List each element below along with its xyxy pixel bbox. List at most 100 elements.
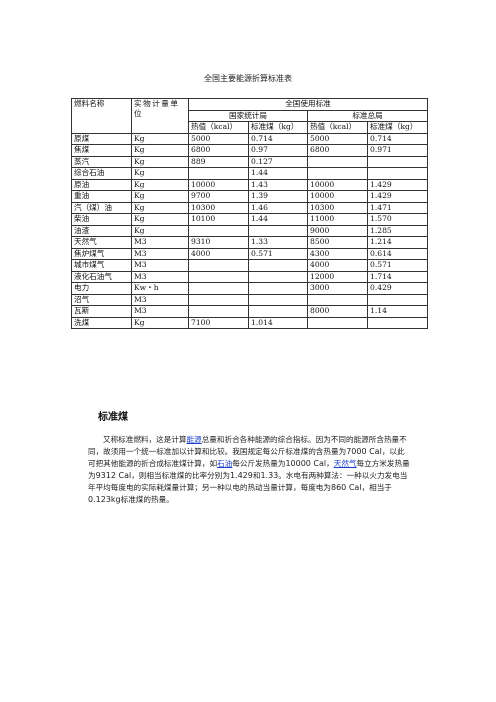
coal-stats-cell: 0.97 — [248, 144, 308, 157]
table-row: 焦煤 Kg 6800 0.97 6800 0.971 — [71, 144, 428, 157]
value-gas-ratio: 1.33 — [260, 471, 279, 480]
fuel-name-cell: 原油 — [71, 178, 132, 191]
coal-std-cell: 0.571 — [367, 259, 428, 272]
value-petroleum-heat: 10000 Cal — [285, 459, 327, 468]
coal-std-cell: 1.285 — [367, 224, 428, 237]
heat-stats-cell — [188, 270, 249, 283]
coal-stats-cell: 1.33 — [248, 236, 308, 249]
table-row: 蒸汽 Kg 889 0.127 — [71, 155, 428, 168]
heat-std-cell: 8000 — [307, 305, 368, 318]
heat-stats-cell: 7100 — [188, 316, 249, 329]
unit-cell: Kg — [131, 224, 189, 237]
coal-stats-cell: 0.127 — [248, 155, 308, 168]
heat-stats-cell: 10300 — [188, 201, 249, 214]
link-petroleum[interactable]: 石油 — [217, 459, 233, 468]
header-row-3: 热值（kcal） 标准煤（kg） 热值（kcal） 标准煤（kg） — [72, 121, 428, 134]
coal-stats-cell — [248, 305, 308, 318]
coal-std-cell: 1.570 — [367, 213, 428, 226]
fuel-name-cell: 焦煤 — [71, 144, 132, 157]
table-row: 电力 Kw・h 3000 0.429 — [71, 282, 428, 295]
table-row: 油渣 Kg 9000 1.285 — [71, 224, 428, 237]
para-text: ，则相当标准煤的比率分别为 — [131, 471, 230, 480]
unit-cell: Kg — [131, 178, 189, 191]
table-row: 城市煤气 M3 4000 0.571 — [71, 259, 428, 272]
heat-stats-cell — [188, 167, 249, 180]
coal-std-cell — [367, 167, 428, 180]
unit-cell: M3 — [131, 293, 189, 306]
fuel-name-cell: 电力 — [71, 282, 132, 295]
unit-cell: M3 — [131, 259, 189, 272]
coal-std-cell: 0.614 — [367, 247, 428, 260]
table-body: 燃料名称 实物计量单位 全国使用标准 国家统计局 标准总局 热值（kcal） 标… — [71, 98, 428, 329]
unit-cell: Kg — [131, 190, 189, 203]
table-row: 焦炉煤气 M3 4000 0.571 4300 0.614 — [71, 247, 428, 260]
heat-std-cell — [307, 155, 368, 168]
header-heat-2: 热值（kcal） — [307, 121, 368, 134]
table-row: 重油 Kg 9700 1.39 10000 1.429 — [71, 190, 428, 203]
fuel-name-cell: 蒸汽 — [71, 155, 132, 168]
heat-std-cell: 5000 — [307, 132, 368, 145]
coal-std-cell: 1.214 — [367, 236, 428, 249]
para-text: 总量和折合各种能源的综合指标。因为不同的能源所含热量不同，故须用一个统一标准加以… — [88, 435, 407, 456]
fuel-name-cell: 柴油 — [71, 213, 132, 226]
coal-std-cell — [367, 316, 428, 329]
coal-stats-cell: 1.39 — [248, 190, 308, 203]
unit-cell: Kg — [131, 144, 189, 157]
table-row: 柴油 Kg 10100 1.44 11000 1.570 — [71, 213, 428, 226]
fuel-name-cell: 城市煤气 — [71, 259, 132, 272]
heat-std-cell — [307, 316, 368, 329]
coal-std-cell — [367, 155, 428, 168]
para-text: 。水电有两种算法：一种以火力发电当年平均每度电的实际耗煤量计算；另一种以电的热动… — [88, 471, 408, 492]
heat-stats-cell — [188, 282, 249, 295]
link-natural-gas[interactable]: 天然气 — [333, 459, 357, 468]
table-row: 综合石油 Kg 1.44 — [71, 167, 428, 180]
coal-stats-cell — [248, 224, 308, 237]
unit-cell: Kg — [131, 132, 189, 145]
table-row: 瓦斯 M3 8000 1.14 — [71, 305, 428, 318]
heat-std-cell: 9000 — [307, 224, 368, 237]
heat-stats-cell: 9310 — [188, 236, 249, 249]
header-std-coal-2: 标准煤（kg） — [367, 121, 428, 134]
unit-cell: M3 — [131, 236, 189, 249]
coal-std-cell: 1.429 — [367, 178, 428, 191]
coal-stats-cell — [248, 259, 308, 272]
header-row-1: 燃料名称 实物计量单位 全国使用标准 — [71, 98, 428, 134]
unit-cell: Kg — [131, 213, 189, 226]
unit-cell: Kg — [131, 201, 189, 214]
heat-std-cell: 8500 — [307, 236, 368, 249]
link-energy[interactable]: 能源 — [186, 435, 202, 444]
fuel-name-cell: 瓦斯 — [71, 305, 132, 318]
unit-cell: M3 — [131, 305, 189, 318]
header-std-coal-1: 标准煤（kg） — [248, 121, 308, 134]
unit-cell: Kg — [131, 155, 189, 168]
heat-stats-cell: 889 — [188, 155, 249, 168]
heat-std-cell: 3000 — [307, 282, 368, 295]
coal-stats-cell — [248, 282, 308, 295]
fuel-name-cell: 汽（煤）油 — [71, 201, 132, 214]
heat-std-cell: 10000 — [307, 178, 368, 191]
fuel-name-cell: 沼气 — [71, 293, 132, 306]
heat-stats-cell — [188, 259, 249, 272]
section-heading: 标准煤 — [98, 412, 128, 423]
table-row: 天然气 M3 9310 1.33 8500 1.214 — [71, 236, 428, 249]
heat-stats-cell — [188, 293, 249, 306]
table-row: 沼气 M3 — [71, 293, 428, 306]
heat-std-cell: 10000 — [307, 190, 368, 203]
coal-stats-cell: 0.571 — [248, 247, 308, 260]
value-standard-coal-heat: 7000 Cal — [346, 447, 382, 456]
fuel-name-cell: 洗煤 — [71, 316, 132, 329]
coal-stats-cell — [248, 270, 308, 283]
coal-stats-cell: 0.714 — [248, 132, 308, 145]
coal-stats-cell — [248, 293, 308, 306]
coal-std-cell: 0.971 — [367, 144, 428, 157]
coal-std-cell: 1.14 — [367, 305, 428, 318]
fuel-name-cell: 天然气 — [71, 236, 132, 249]
header-unit: 实物计量单位 — [131, 98, 189, 134]
fuel-name-cell: 重油 — [71, 190, 132, 203]
para-text: 每公斤发热量为 — [232, 459, 286, 468]
value-petroleum-ratio: 1.429 — [229, 471, 253, 480]
table-row: 原煤 Kg 5000 0.714 5000 0.714 — [71, 132, 428, 145]
coal-std-cell: 0.429 — [367, 282, 428, 295]
unit-cell: Kw・h — [131, 282, 189, 295]
para-text: ，以此可把其他能源的折合成标准煤计算，如 — [88, 447, 405, 468]
